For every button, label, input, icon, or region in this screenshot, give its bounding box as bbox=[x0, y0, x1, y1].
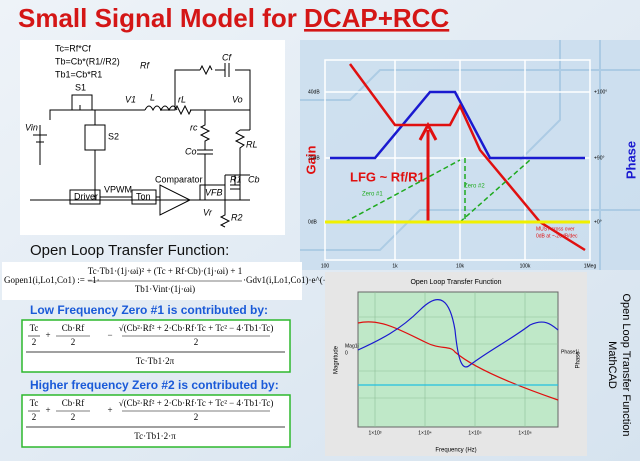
svg-text:LFG ~ Rf/R1: LFG ~ Rf/R1 bbox=[350, 169, 425, 184]
svg-text:Vr: Vr bbox=[203, 207, 213, 217]
operator: + bbox=[107, 405, 112, 415]
svg-text:1Meg: 1Meg bbox=[584, 263, 597, 269]
svg-text:1×10³: 1×10³ bbox=[369, 430, 382, 436]
svg-text:1×10⁵: 1×10⁵ bbox=[468, 430, 481, 436]
svg-text:rL: rL bbox=[178, 94, 186, 104]
svg-text:Zero #2: Zero #2 bbox=[464, 184, 485, 190]
svg-text:MUST cross over: MUST cross over bbox=[536, 226, 575, 232]
denominator: 2 bbox=[71, 337, 76, 347]
zero2-box bbox=[21, 394, 291, 448]
circuit: Tc=Rf*Cf Tb=Cb*(R1//R2) Tb1=Cb*R1 Rf Cf … bbox=[25, 43, 260, 228]
transfer-formula: Gopen1(i,Lo1,Co1) := −1· Tc·Tb1·(1j·ωi)²… bbox=[4, 266, 379, 294]
svg-text:Rf: Rf bbox=[140, 60, 150, 70]
operator: + bbox=[45, 405, 50, 415]
svg-text:Tb1·Vint·(1j·ωi): Tb1·Vint·(1j·ωi) bbox=[135, 284, 195, 294]
transfer-heading: Open Loop Transfer Function: bbox=[30, 242, 229, 259]
svg-text:Tc=Rf*Cf: Tc=Rf*Cf bbox=[55, 43, 91, 53]
svg-text:Gopen1(i,Lo1,Co1) := −1·: Gopen1(i,Lo1,Co1) := −1· bbox=[4, 275, 100, 285]
svg-text:Vo: Vo bbox=[232, 94, 243, 104]
mathcad-plot: Open Loop Transfer Function Magnitude Ph… bbox=[325, 272, 632, 456]
svg-text:MathCAD: MathCAD bbox=[606, 341, 618, 389]
numerator: √(Cb²·Rf² + 2·Cb·Rf·Tc + Tc² − 4·Tb1·Tc) bbox=[119, 323, 274, 333]
numerator: Tc bbox=[30, 323, 39, 333]
circuit-panel bbox=[20, 40, 285, 235]
svg-text:1×10⁴: 1×10⁴ bbox=[418, 430, 431, 436]
numerator: √(Cb²·Rf² + 2·Cb·Rf·Tc + Tc² − 4·Tb1·Tc) bbox=[119, 398, 274, 408]
svg-text:+100°: +100° bbox=[594, 89, 607, 95]
zero1-heading: Low Frequency Zero #1 is contributed by: bbox=[30, 303, 268, 317]
svg-text:Co: Co bbox=[185, 146, 197, 156]
svg-text:rc: rc bbox=[190, 122, 198, 132]
svg-text:VPWM: VPWM bbox=[104, 184, 132, 194]
svg-text:Open Loop Transfer Function: Open Loop Transfer Function bbox=[410, 279, 501, 286]
svg-text:R1: R1 bbox=[230, 174, 242, 184]
svg-text:RL: RL bbox=[246, 139, 258, 149]
svg-text:Phase: Phase bbox=[576, 351, 582, 369]
svg-text:Magnitude: Magnitude bbox=[334, 345, 340, 374]
numerator: Cb·Rf bbox=[62, 323, 85, 333]
bode-sketch: Gain Phase LFG ~ Rf/R1 Zero #1 Zero #2 M… bbox=[303, 59, 638, 269]
svg-text:L: L bbox=[150, 92, 155, 102]
zero2-heading: Higher frequency Zero #2 is contributed … bbox=[30, 378, 279, 392]
svg-text:Driver: Driver bbox=[74, 191, 98, 201]
svg-text:·Gdv1(i,Lo1,Co1)·e^(−(1j·ωi)·T: ·Gdv1(i,Lo1,Co1)·e^(−(1j·ωi)·Ton/2) bbox=[243, 275, 379, 285]
svg-text:0dB at ~-20dB/dec: 0dB at ~-20dB/dec bbox=[536, 233, 578, 239]
svg-text:Ton: Ton bbox=[136, 191, 151, 201]
denominator: 2 bbox=[194, 337, 199, 347]
svg-text:1×10⁶: 1×10⁶ bbox=[518, 430, 531, 436]
svg-text:40dB: 40dB bbox=[308, 89, 320, 95]
denominator: 2 bbox=[32, 337, 37, 347]
svg-text:1k: 1k bbox=[392, 263, 398, 269]
svg-text:V1: V1 bbox=[125, 94, 136, 104]
zero1-formula: Tc 2 Cb·Rf 2 √(Cb²·Rf² + 2·Cb·Rf·Tc + Tc² − … bbox=[26, 323, 285, 366]
svg-text:Tb=Cb*(R1//R2): Tb=Cb*(R1//R2) bbox=[55, 56, 120, 66]
svg-text:Gain: Gain bbox=[303, 145, 318, 174]
svg-text:VFB: VFB bbox=[205, 187, 223, 197]
svg-text:10k: 10k bbox=[456, 263, 465, 269]
svg-text:R2: R2 bbox=[231, 212, 243, 222]
svg-text:Open Loop Transfer Function: Open Loop Transfer Function bbox=[620, 293, 632, 436]
svg-text:0: 0 bbox=[345, 350, 348, 356]
zero1-box bbox=[21, 319, 291, 373]
board-backdrop bbox=[300, 40, 640, 270]
svg-text:0dB: 0dB bbox=[308, 219, 318, 225]
denominator: 2 bbox=[194, 412, 199, 422]
svg-text:S1: S1 bbox=[75, 82, 86, 92]
operator: − bbox=[107, 330, 112, 340]
zero2-formula: Tc 2 Cb·Rf 2 √(Cb²·Rf² + 2·Cb·Rf·Tc + Tc² − … bbox=[26, 398, 285, 441]
svg-text:Mag1i: Mag1i bbox=[345, 343, 359, 349]
svg-text:Cb: Cb bbox=[248, 174, 260, 184]
svg-text:20dB: 20dB bbox=[308, 155, 320, 161]
operator: + bbox=[45, 330, 50, 340]
svg-text:Zero #1: Zero #1 bbox=[362, 192, 383, 198]
svg-text:Phase: Phase bbox=[623, 141, 638, 179]
denominator: Tc·Tb1·2·π bbox=[134, 431, 176, 441]
svg-text:Frequency (Hz): Frequency (Hz) bbox=[435, 448, 476, 454]
title: Small Signal Model for DCAP+RCC bbox=[18, 3, 449, 33]
svg-text:Phase1i: Phase1i bbox=[561, 349, 579, 355]
numerator: Tc bbox=[30, 398, 39, 408]
denominator: 2 bbox=[71, 412, 76, 422]
svg-text:Cf: Cf bbox=[222, 52, 232, 62]
svg-text:Comparator: Comparator bbox=[155, 174, 203, 184]
svg-text:S2: S2 bbox=[108, 131, 119, 141]
svg-text:100: 100 bbox=[321, 263, 330, 269]
denominator: 2 bbox=[32, 412, 37, 422]
svg-text:+90°: +90° bbox=[594, 155, 604, 161]
svg-text:100k: 100k bbox=[520, 263, 531, 269]
svg-text:+0°: +0° bbox=[594, 219, 602, 225]
svg-text:Vin: Vin bbox=[25, 122, 38, 132]
numerator: Cb·Rf bbox=[62, 398, 85, 408]
denominator: Tc·Tb1·2π bbox=[136, 356, 175, 366]
svg-text:Tc·Tb1·(1j·ωi)² + (Tc + Rf·Cb): Tc·Tb1·(1j·ωi)² + (Tc + Rf·Cb)·(1j·ωi) +… bbox=[88, 266, 242, 276]
svg-text:Tb1=Cb*R1: Tb1=Cb*R1 bbox=[55, 69, 102, 79]
